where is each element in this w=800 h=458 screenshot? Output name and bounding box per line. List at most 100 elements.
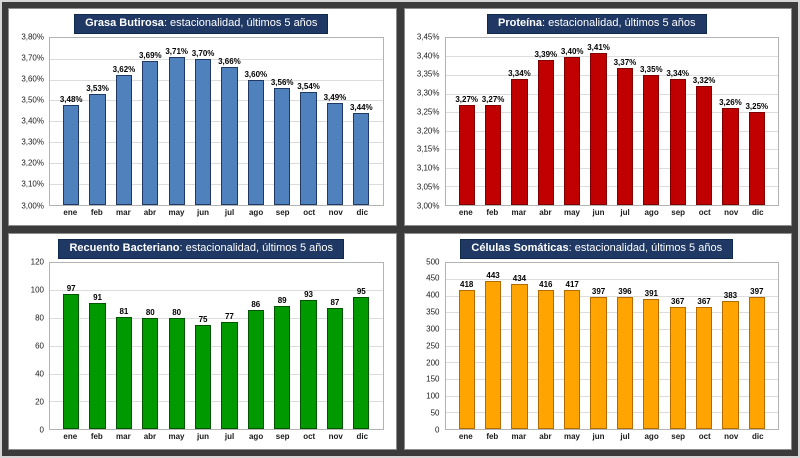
y-tick-label: 20 <box>35 397 44 407</box>
y-tick-label: 150 <box>426 374 440 384</box>
bar-value-label: 3,53% <box>86 84 109 94</box>
bar-value-label: 3,44% <box>349 102 373 112</box>
chart-title-row: Recuento Bacteriano: estacionalidad, últ… <box>15 238 388 259</box>
bar-column: 443 <box>480 263 506 429</box>
x-axis-label: ago <box>644 207 659 217</box>
bar-column: 3,32% <box>691 38 717 205</box>
bar <box>722 108 739 205</box>
chart-body: 3,80% 3,70% 3,60% 3,50% 3,40% 3,30% 3,20% 3,10%… <box>15 33 388 220</box>
bar-column: 417 <box>559 263 585 429</box>
bar <box>221 67 238 205</box>
x-axis-label: feb <box>486 207 499 217</box>
y-tick-label: 3,45% <box>416 32 440 42</box>
chart-title-main: Células Somáticas <box>471 241 569 254</box>
x-axis: ene feb mar abr may jun jul ago sep oct nov dic <box>445 430 780 444</box>
bar <box>115 316 133 429</box>
chart-title-row: Proteína: estacionalidad, últimos 5 años <box>411 14 784 34</box>
gridline <box>50 121 383 123</box>
y-tick-label: 3,30% <box>416 88 440 98</box>
bar-value-label: 3,34% <box>666 68 690 78</box>
y-tick-label: 300 <box>426 324 440 334</box>
bar-column: 391 <box>638 263 664 429</box>
gridline <box>445 412 778 414</box>
x-axis-label: nov <box>328 207 343 217</box>
bar-value-label: 75 <box>198 314 208 324</box>
bar-value-label: 89 <box>277 295 287 305</box>
gridline <box>445 379 778 381</box>
chart-title-subtitle: : estacionalidad, últimos 5 años <box>179 241 333 254</box>
bar <box>458 104 475 205</box>
bar-value-label: 434 <box>512 274 527 284</box>
y-tick-label: 120 <box>30 257 44 266</box>
bar <box>353 112 370 205</box>
bar <box>748 296 765 429</box>
bar-value-label: 3,60% <box>244 69 268 79</box>
y-tick-label: 3,40% <box>21 116 44 126</box>
gridline <box>445 56 778 58</box>
bar <box>616 67 634 205</box>
x-axis-label: jul <box>224 432 235 441</box>
chart-title-row: Células Somáticas: estacionalidad, últim… <box>411 238 784 259</box>
chart-body: 500 450 400 350 300 250 200 150 100 50 0 418 443 434… <box>411 257 784 445</box>
bar-value-label: 3,35% <box>639 65 663 74</box>
x-axis-label: jun <box>592 432 605 441</box>
x-axis-label: oct <box>698 432 711 441</box>
bar-value-label: 383 <box>723 291 738 301</box>
bar <box>643 75 660 205</box>
x-axis-label: dic <box>356 432 369 441</box>
bar-value-label: 397 <box>591 286 606 296</box>
x-axis-label: feb <box>486 432 499 441</box>
bar-column: 3,53% <box>84 38 110 205</box>
x-axis-label: ago <box>644 432 659 441</box>
bar-value-label: 3,71% <box>165 46 189 56</box>
y-tick-label: 3,15% <box>416 144 440 154</box>
y-tick-label: 200 <box>426 358 440 368</box>
bar-column: 418 <box>454 263 480 429</box>
x-axis-label: jun <box>197 432 209 441</box>
x-axis-label: mar <box>116 432 131 441</box>
y-tick-label: 3,10% <box>416 163 440 173</box>
bar-value-label: 93 <box>304 289 314 299</box>
bar-value-label: 3,48% <box>59 94 83 104</box>
bar-value-label: 3,40% <box>560 46 584 56</box>
y-tick-label: 3,20% <box>21 158 44 168</box>
bar-column: 383 <box>717 263 743 429</box>
bar-column: 3,26% <box>717 38 743 205</box>
bars: 97 91 81 80 80 75 77 86 89 93 87 95 <box>50 263 383 429</box>
bar-column: 3,41% <box>585 38 611 205</box>
bar-value-label: 3,70% <box>191 48 215 58</box>
bar-column: 75 <box>190 263 216 429</box>
bar-column: 81 <box>111 263 137 429</box>
bar-column: 3,39% <box>533 38 559 205</box>
y-axis: 120 100 80 60 40 20 0 <box>15 257 49 435</box>
bars: 3,48% 3,53% 3,62% 3,69% 3,71% 3,70% 3,66% 3,60%… <box>50 38 383 205</box>
bar-value-label: 416 <box>539 280 553 290</box>
bar-column: 3,54% <box>295 38 321 205</box>
y-tick-label: 3,60% <box>21 74 44 84</box>
chart-title-row: Grasa Butirosa: estacionalidad, últimos … <box>15 14 388 34</box>
bar-value-label: 397 <box>750 286 764 296</box>
x-axis-label: dic <box>356 207 369 217</box>
x-axis-label: abr <box>539 432 552 441</box>
x-axis-label: ago <box>248 432 264 441</box>
x-axis-label: may <box>168 432 185 441</box>
x-axis-label: sep <box>275 207 290 217</box>
chart-title: Recuento Bacteriano: estacionalidad, últ… <box>58 238 344 259</box>
x-axis-label: jul <box>620 432 630 441</box>
x-axis-label: ene <box>458 207 473 217</box>
x-axis: ene feb mar abr may jun jul ago sep oct nov dic <box>49 206 384 220</box>
plot-area: 418 443 434 416 417 397 396 391 367 367 383 397 <box>444 261 779 430</box>
chart-title-main: Recuento Bacteriano <box>69 241 180 254</box>
bar-column: 3,60% <box>243 38 269 205</box>
bar-column: 91 <box>84 263 110 429</box>
y-tick-label: 3,00% <box>21 201 44 210</box>
x-axis-label: ene <box>458 432 473 441</box>
bar-value-label: 87 <box>330 298 340 308</box>
chart-title-main: Proteína <box>498 17 543 29</box>
bar <box>695 306 713 429</box>
gridline <box>50 162 383 164</box>
bar <box>274 87 291 205</box>
bar-column: 87 <box>322 263 348 429</box>
bar-column: 3,56% <box>269 38 295 205</box>
bar-value-label: 396 <box>618 287 632 297</box>
